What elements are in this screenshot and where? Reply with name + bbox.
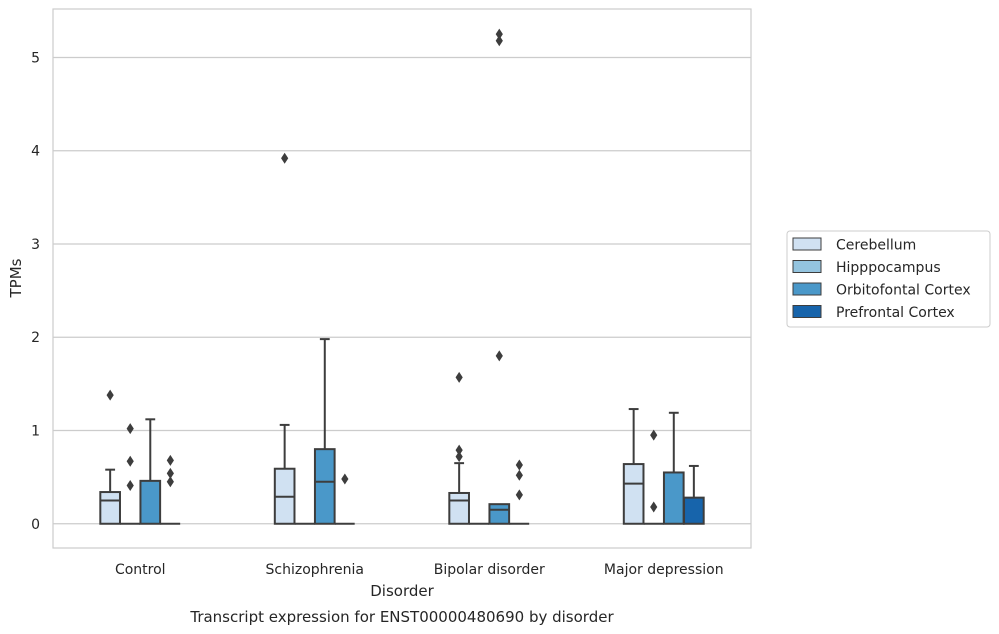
series-orbitofontal-cortex	[139, 28, 685, 525]
y-axis-label: TPMs	[7, 258, 25, 298]
legend-swatch	[792, 282, 822, 296]
box-body	[139, 479, 162, 525]
legend-swatch	[792, 260, 822, 273]
x-axis-ticks: Control Schizophrenia Bipolar disorder Majo…	[115, 562, 724, 578]
box	[273, 152, 296, 525]
outlier-point	[495, 350, 503, 362]
box-body	[313, 448, 336, 525]
outlier-point	[650, 501, 658, 513]
legend-label: Cerebellum	[836, 238, 916, 254]
legend-swatch	[792, 237, 822, 251]
series-prefrontal-cortex	[160, 454, 705, 525]
box-body	[622, 463, 645, 525]
box-body	[448, 491, 470, 525]
x-tick-label: Major depression	[604, 562, 724, 578]
series-cerebellum	[99, 152, 645, 525]
box	[313, 338, 336, 525]
box	[488, 28, 511, 525]
outlier-point	[341, 473, 349, 485]
box-body	[99, 491, 121, 525]
box-body	[683, 496, 705, 525]
box	[448, 371, 470, 525]
outlier-point	[126, 480, 134, 492]
outlier-point	[166, 454, 174, 466]
x-tick-label: Schizophrenia	[266, 562, 364, 578]
outlier-point	[126, 455, 134, 467]
outlier-point	[515, 459, 523, 471]
legend-label: Orbitofontal Cortex	[836, 283, 971, 299]
box	[120, 423, 141, 525]
box	[683, 464, 705, 525]
grid-lines	[53, 56, 751, 525]
y-axis-ticks: 0 1 2 3 4 5	[31, 50, 40, 532]
outlier-point	[515, 469, 523, 481]
legend-label: Prefrontal Cortex	[836, 305, 955, 321]
series-hipppocampus	[120, 423, 664, 525]
box-body	[488, 503, 511, 525]
y-tick-label: 1	[31, 424, 40, 440]
y-tick-label: 0	[31, 517, 40, 533]
legend: Cerebellum Hipppocampus Orbitofontal Corte…	[786, 230, 991, 328]
outlier-point	[495, 35, 503, 47]
box	[509, 459, 530, 525]
outlier-point	[166, 467, 174, 479]
outlier-point	[281, 152, 289, 164]
box	[643, 429, 664, 525]
x-tick-label: Bipolar disorder	[434, 562, 545, 578]
outlier-point	[455, 444, 463, 456]
legend-swatch	[792, 305, 822, 318]
y-tick-label: 2	[31, 330, 40, 346]
legend-frame	[786, 230, 991, 328]
box	[139, 418, 162, 525]
outlier-point	[650, 429, 658, 441]
outlier-point	[495, 28, 503, 40]
y-tick-label: 5	[31, 50, 40, 66]
outlier-point	[126, 423, 134, 435]
outlier-point	[106, 389, 114, 401]
box	[160, 454, 181, 525]
box-series	[99, 28, 705, 525]
x-axis-label: Disorder	[370, 582, 434, 600]
outlier-point	[455, 451, 463, 463]
y-tick-label: 4	[31, 144, 40, 160]
box-body	[662, 471, 685, 525]
x-tick-label: Control	[115, 562, 166, 578]
box	[622, 408, 645, 525]
chart-caption: Transcript expression for ENST0000048069…	[189, 608, 614, 626]
box	[662, 411, 685, 525]
outlier-point	[455, 371, 463, 383]
y-tick-label: 3	[31, 237, 40, 253]
box	[335, 473, 355, 525]
outlier-point	[515, 489, 523, 501]
outlier-point	[166, 476, 174, 488]
legend-label: Hipppocampus	[836, 260, 941, 276]
plot-frame	[52, 8, 752, 549]
box	[99, 389, 121, 525]
